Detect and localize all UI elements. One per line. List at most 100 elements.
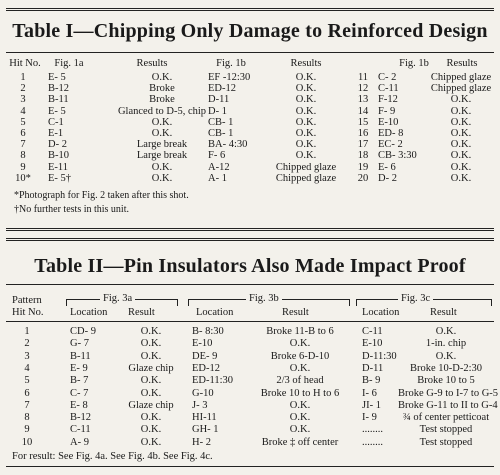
table1-right-cell: O.K. <box>450 105 472 117</box>
table2-cell: O.K. <box>289 362 311 374</box>
bottom-rule <box>6 466 494 467</box>
table1-left-cell: O.K. <box>151 172 173 184</box>
table2-cell: 3 <box>24 350 30 362</box>
table1-left-cell: 4 <box>20 105 26 117</box>
table1-left-cell: ED-12 <box>208 83 236 95</box>
table1-right-cell: 15 <box>357 116 369 128</box>
table2-cell: ED-11:30 <box>192 375 234 387</box>
table1-left-cell: A-12 <box>208 161 230 173</box>
table1-left-cell: O.K. <box>295 139 317 151</box>
table2-for-result: For result: See Fig. 4a. See Fig. 4b. Se… <box>12 451 213 462</box>
table2-cell: I- 9 <box>362 412 377 424</box>
table1-left-cell: Large break <box>136 150 188 162</box>
table2-cell: 4 <box>24 362 30 374</box>
table1-right-cell: ED- 8 <box>378 128 404 139</box>
table1-right-cell: CB- 3:30 <box>378 150 417 162</box>
table2-cell: C-11 <box>362 326 383 337</box>
table1-right-cell: O.K. <box>450 161 472 173</box>
table1-left-cell: B-10 <box>48 150 69 162</box>
table2-cell: O.K. <box>289 412 311 424</box>
table1-left-cell: 10* <box>15 172 31 184</box>
fig3a-label: Fig. 3a <box>100 293 136 304</box>
table1-left-cell: 1 <box>20 72 26 83</box>
table1-left-cell: O.K. <box>295 83 317 95</box>
table1-right-cell: C- 2 <box>378 72 397 83</box>
table1-right-cell: F- 9 <box>378 105 396 117</box>
table2-cell: B-12 <box>70 412 91 424</box>
table2-cell: O.K. <box>435 350 457 362</box>
table2-cell: G- 7 <box>70 338 89 350</box>
fig3a-result-header: Result <box>128 307 155 318</box>
section-rule-2 <box>6 238 494 241</box>
table2-cell: D-11 <box>362 362 384 374</box>
table1-right-cell: Chipped glaze <box>430 83 492 95</box>
table2-cell: Broke ‡ off center <box>261 436 339 448</box>
table2-cell: O.K. <box>140 412 162 424</box>
fig3c-result-header: Result <box>430 307 457 318</box>
table2-cell: G-10 <box>192 387 214 399</box>
table2-cell: 9 <box>24 424 30 436</box>
table2-cell: 7 <box>24 399 30 411</box>
table1-header-6: Results <box>446 58 478 69</box>
table1-header-4: Results <box>290 58 322 69</box>
fig3c-label: Fig. 3c <box>398 293 434 304</box>
table2-cell: C- 7 <box>70 387 89 399</box>
table1-right-cell: 14 <box>357 105 369 117</box>
table2-cell: DE- 9 <box>192 350 218 362</box>
table1-left-cell: O.K. <box>151 161 173 173</box>
table1-right-cell: EC- 2 <box>378 139 403 151</box>
table2-cell: Test stopped <box>419 436 473 448</box>
table1-left-cell: Chipped glaze <box>275 172 337 184</box>
table2-cell: ........ <box>362 436 383 448</box>
table2-cell: A- 9 <box>70 436 89 448</box>
table1-left-cell: CB- 1 <box>208 116 234 128</box>
table2-cell: O.K. <box>289 399 311 411</box>
table2-cell: JI- 1 <box>362 399 381 411</box>
table2-cell: O.K. <box>140 387 162 399</box>
table2-cell: Broke 10 to H to 6 <box>260 387 340 399</box>
table2-cell: B-11 <box>70 350 91 362</box>
table1-footnote-2: †No further tests in this unit. <box>14 204 129 215</box>
table1-left-cell: O.K. <box>295 116 317 128</box>
table1-left-cell: O.K. <box>151 116 173 128</box>
table2-cell: 1-in. chip <box>425 338 467 350</box>
table1-right-cell: Chipped glaze <box>430 72 492 83</box>
table2-cell: HI-11 <box>192 412 217 424</box>
fig3a-location-header: Location <box>70 307 108 318</box>
table1-left-cell: 6 <box>20 128 26 139</box>
fig3b-result-header: Result <box>282 307 309 318</box>
table2-cell: Broke 6-D-10 <box>270 350 330 362</box>
table1-left-cell: E- 5† <box>48 172 72 184</box>
table1-left-cell: O.K. <box>295 94 317 106</box>
table2-cell: Broke 10 to 5 <box>417 375 475 387</box>
table1-right-cell: 12 <box>357 83 369 95</box>
table1-header-3: Fig. 1b <box>216 58 246 69</box>
table1-left-cell: B-12 <box>48 83 69 95</box>
table1-left-cell: EF -12:30 <box>208 72 251 83</box>
table2-cell: CD- 9 <box>70 326 96 337</box>
table1-right-cell: 16 <box>357 128 369 139</box>
table1-left-cell: Glanced to D-5, chip <box>117 105 207 117</box>
table2-cell: I- 6 <box>362 387 377 399</box>
table2-cell: 10 <box>21 436 33 448</box>
table2-cell: O.K. <box>140 338 162 350</box>
table2-cell: D-11:30 <box>362 350 397 362</box>
table1-right-cell: O.K. <box>450 116 472 128</box>
table1-left-cell: Chipped glaze <box>275 161 337 173</box>
top-rule <box>6 8 494 11</box>
table1-right-cell: E-10 <box>378 116 399 128</box>
table2-cell: O.K. <box>435 326 457 337</box>
table1-header-rule <box>6 52 494 53</box>
table1-header-2: Results <box>136 58 168 69</box>
table2-cell: O.K. <box>289 338 311 350</box>
table2-cell: ........ <box>362 424 383 436</box>
table2-cell: O.K. <box>140 350 162 362</box>
table1-right-cell: O.K. <box>450 139 472 151</box>
table1-left-cell: D- 2 <box>48 139 67 151</box>
table1-left-cell: D-11 <box>208 94 230 106</box>
table2-cell: O.K. <box>140 436 162 448</box>
table2-hitno-header: Hit No. <box>12 307 44 318</box>
table1-right-cell: 17 <box>357 139 369 151</box>
table2-cell: Broke 11-B to 6 <box>266 326 334 337</box>
table1-right-cell: O.K. <box>450 128 472 139</box>
